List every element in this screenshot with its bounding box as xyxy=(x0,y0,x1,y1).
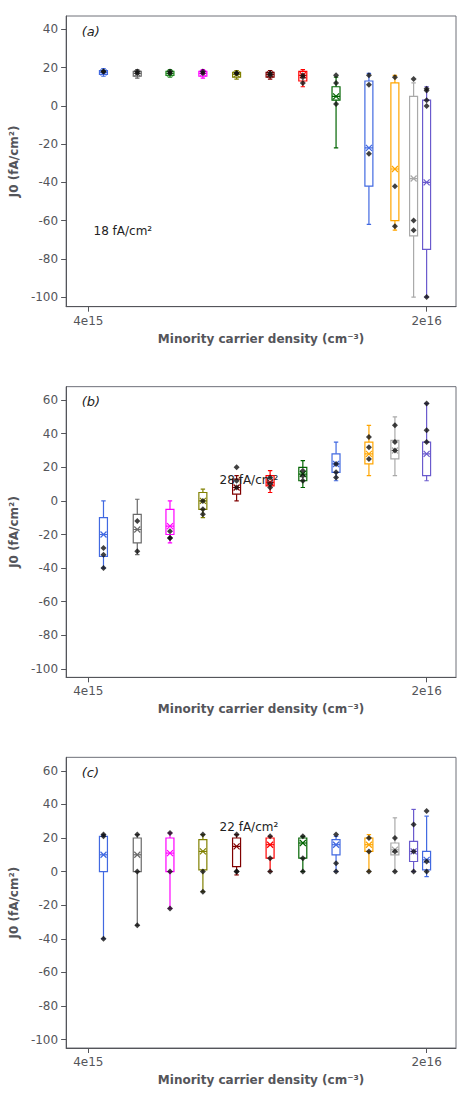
svg-text:-20: -20 xyxy=(39,898,59,912)
svg-text:Minority carrier density (cm⁻³: Minority carrier density (cm⁻³) xyxy=(158,1073,364,1087)
svg-text:-60: -60 xyxy=(39,214,59,228)
svg-text:(a): (a) xyxy=(82,24,100,39)
svg-text:2e16: 2e16 xyxy=(411,684,441,698)
svg-text:18 fA/cm²: 18 fA/cm² xyxy=(94,224,153,238)
svg-text:40: 40 xyxy=(43,427,58,441)
svg-text:4e15: 4e15 xyxy=(73,684,103,698)
svg-text:(b): (b) xyxy=(82,394,100,409)
svg-text:-100: -100 xyxy=(31,290,58,304)
svg-text:-80: -80 xyxy=(39,252,59,266)
svg-text:4e15: 4e15 xyxy=(73,314,103,328)
svg-text:20: 20 xyxy=(43,61,58,75)
svg-text:J0 (fA/cm²): J0 (fA/cm²) xyxy=(7,496,21,569)
svg-text:60: 60 xyxy=(43,393,58,407)
svg-text:-60: -60 xyxy=(39,965,59,979)
svg-text:Minority carrier density (cm⁻³: Minority carrier density (cm⁻³) xyxy=(158,702,364,716)
svg-text:-100: -100 xyxy=(31,1033,58,1047)
svg-text:(c): (c) xyxy=(82,765,99,780)
svg-text:0: 0 xyxy=(50,865,58,879)
svg-text:20: 20 xyxy=(43,831,58,845)
svg-text:22 fA/cm²: 22 fA/cm² xyxy=(220,820,279,834)
svg-text:0: 0 xyxy=(50,494,58,508)
svg-text:J0 (fA/cm²): J0 (fA/cm²) xyxy=(7,125,21,198)
svg-text:-20: -20 xyxy=(39,137,59,151)
svg-text:-80: -80 xyxy=(39,999,59,1013)
svg-text:-60: -60 xyxy=(39,595,59,609)
svg-text:40: 40 xyxy=(43,797,58,811)
svg-text:-100: -100 xyxy=(31,662,58,676)
svg-text:40: 40 xyxy=(43,22,58,36)
svg-text:60: 60 xyxy=(43,764,58,778)
svg-text:-40: -40 xyxy=(39,561,59,575)
svg-text:0: 0 xyxy=(50,99,58,113)
svg-text:28 fA/cm²: 28 fA/cm² xyxy=(220,473,279,487)
svg-text:J0 (fA/cm²): J0 (fA/cm²) xyxy=(7,867,21,940)
svg-text:2e16: 2e16 xyxy=(411,314,441,328)
svg-text:-20: -20 xyxy=(39,528,59,542)
svg-text:-40: -40 xyxy=(39,175,59,189)
svg-text:4e15: 4e15 xyxy=(73,1055,103,1069)
svg-text:-80: -80 xyxy=(39,628,59,642)
svg-text:20: 20 xyxy=(43,460,58,474)
svg-text:2e16: 2e16 xyxy=(411,1055,441,1069)
svg-text:-40: -40 xyxy=(39,932,59,946)
svg-text:Minority carrier density (cm⁻³: Minority carrier density (cm⁻³) xyxy=(158,332,364,346)
